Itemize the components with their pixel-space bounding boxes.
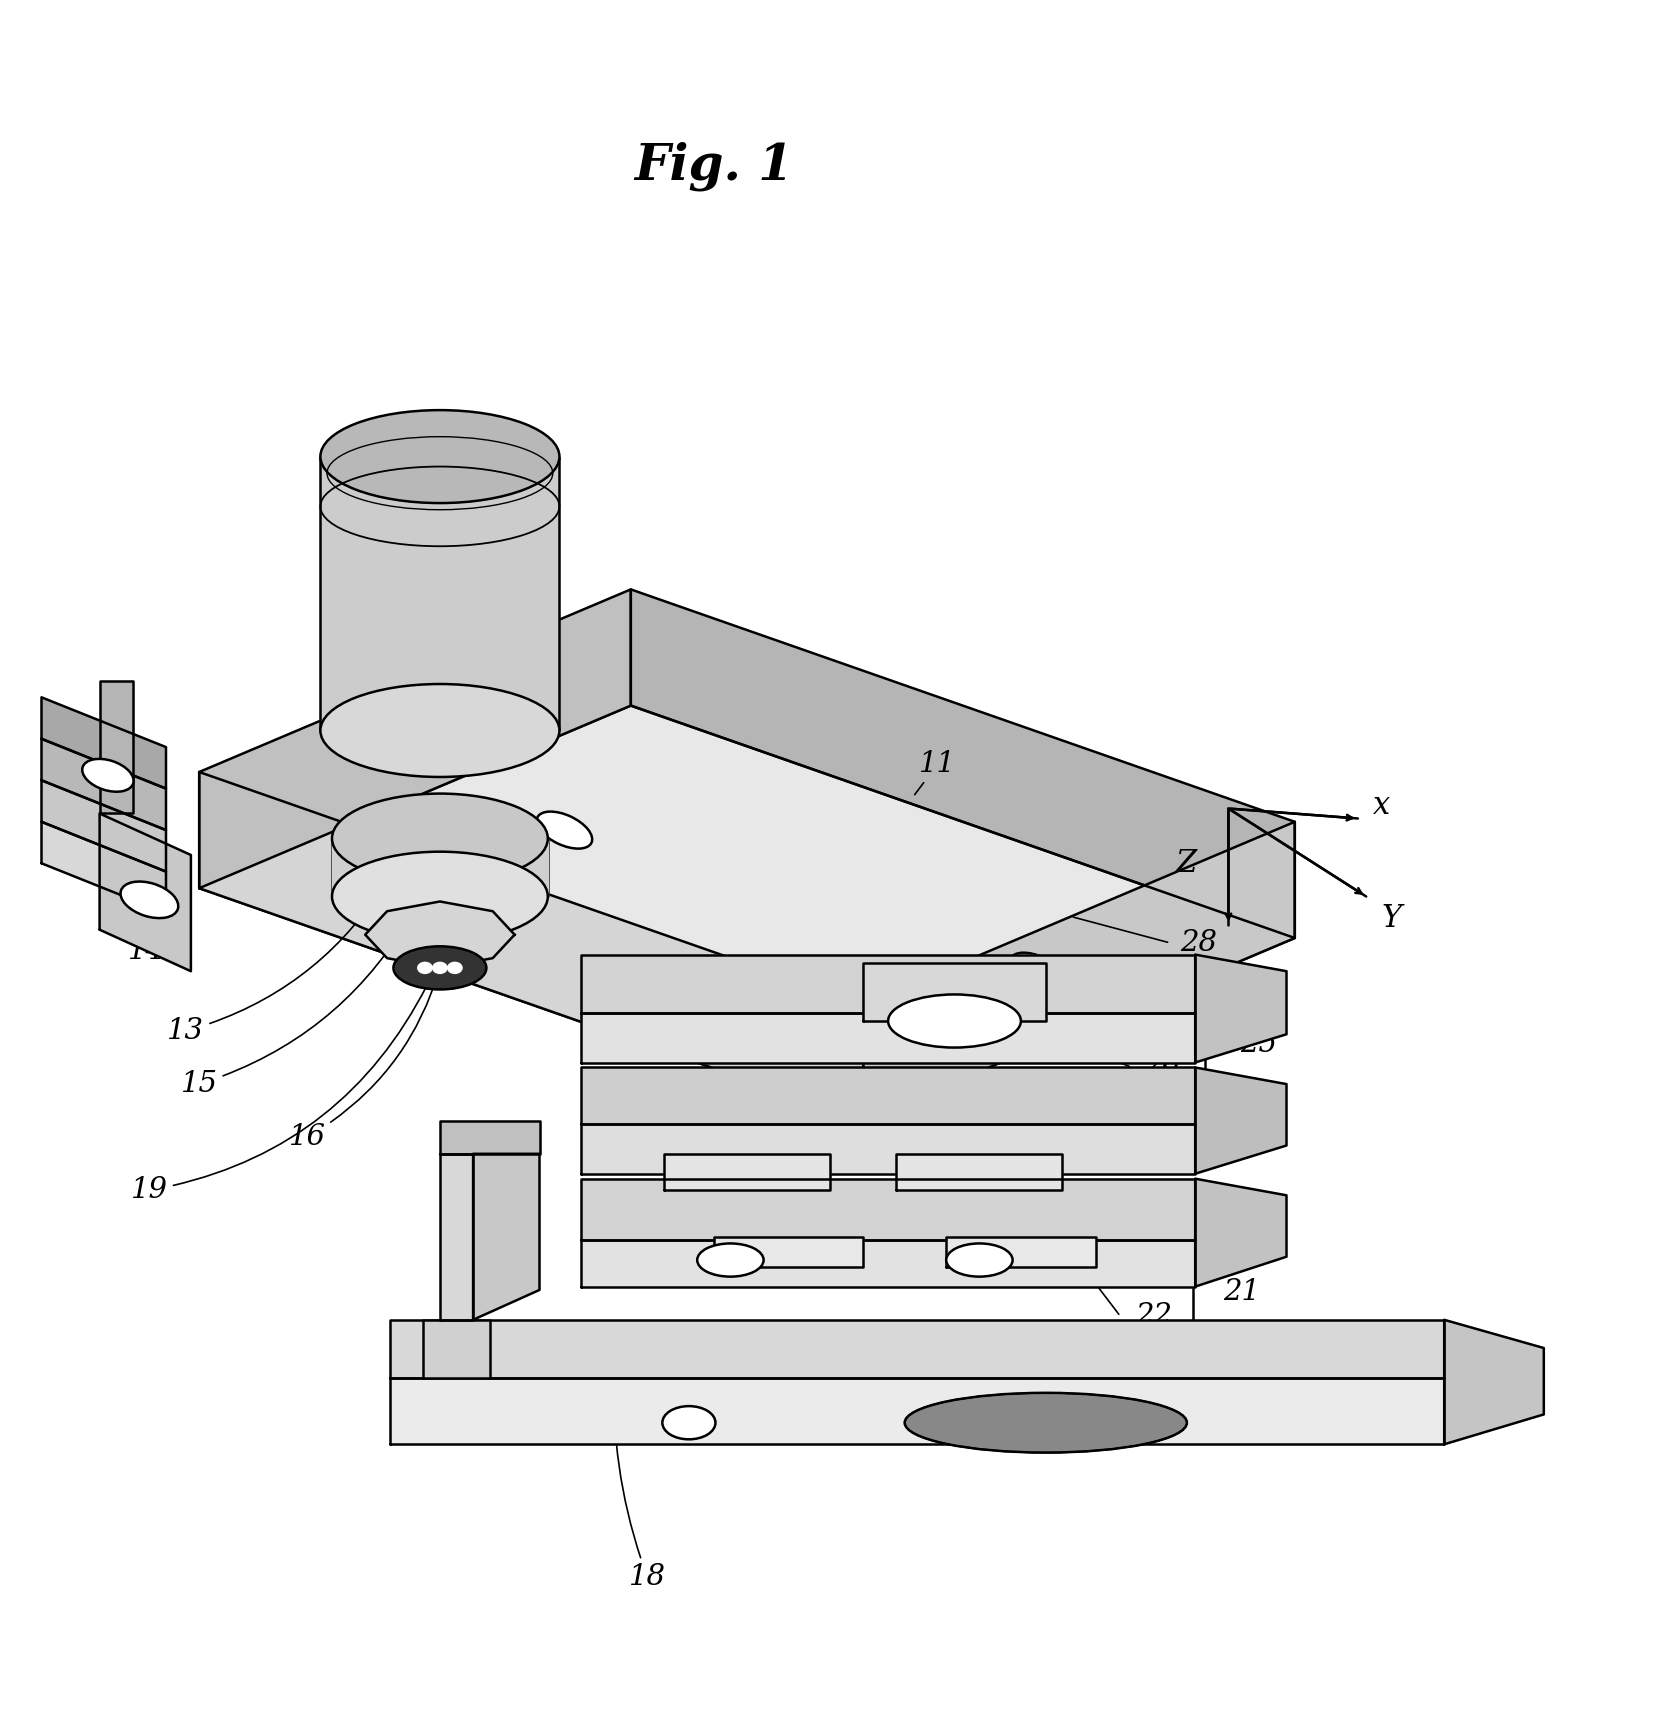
Ellipse shape [536,812,593,848]
Polygon shape [581,1067,1195,1123]
Polygon shape [390,1320,1444,1378]
Polygon shape [946,1236,1096,1267]
Ellipse shape [332,793,548,884]
Polygon shape [42,823,166,913]
Text: Z: Z [1177,848,1197,879]
Polygon shape [1195,954,1287,1062]
Text: 15: 15 [181,910,413,1098]
Text: 26: 26 [1144,1053,1180,1081]
Polygon shape [42,780,166,872]
Text: 24: 24 [1160,1147,1197,1176]
Polygon shape [199,706,1295,1120]
Polygon shape [473,1154,540,1320]
Polygon shape [332,838,548,896]
Polygon shape [100,681,133,814]
Text: 27: 27 [1144,999,1180,1026]
Polygon shape [581,954,1195,1012]
Text: 21: 21 [1223,1277,1260,1305]
Polygon shape [1195,1067,1287,1173]
Text: 13: 13 [168,877,388,1045]
Text: 14: 14 [128,899,164,964]
Ellipse shape [393,946,486,990]
Polygon shape [100,814,191,971]
Polygon shape [42,698,166,788]
Polygon shape [1195,1178,1287,1286]
Ellipse shape [946,1243,1013,1277]
Polygon shape [631,590,1295,939]
Polygon shape [365,901,515,968]
Text: Y: Y [1381,903,1401,934]
Polygon shape [1444,1320,1544,1445]
Polygon shape [199,771,863,1120]
Ellipse shape [448,963,461,973]
Ellipse shape [662,1406,715,1440]
Polygon shape [863,823,1295,1120]
Polygon shape [714,1236,863,1267]
Polygon shape [581,1240,1195,1286]
Polygon shape [863,963,1046,1021]
Polygon shape [440,1120,540,1154]
Text: 28: 28 [1180,929,1217,958]
Polygon shape [440,1154,473,1320]
Ellipse shape [320,410,559,503]
Polygon shape [320,457,559,730]
Ellipse shape [83,759,133,792]
Ellipse shape [332,852,548,941]
Ellipse shape [697,1243,764,1277]
Polygon shape [664,1154,830,1190]
Ellipse shape [433,963,447,973]
Text: 11: 11 [915,749,956,795]
Polygon shape [581,1178,1195,1240]
Text: 19: 19 [131,985,427,1204]
Ellipse shape [888,995,1021,1048]
Text: 25: 25 [1240,1029,1277,1058]
Text: x: x [1373,790,1389,821]
Polygon shape [581,1012,1195,1062]
Ellipse shape [418,963,432,973]
Text: 18: 18 [614,1373,666,1590]
Polygon shape [42,739,166,829]
Polygon shape [581,1123,1195,1173]
Text: Fig. 1: Fig. 1 [634,142,793,192]
Ellipse shape [905,1394,1187,1452]
Ellipse shape [1009,952,1066,990]
Text: 12: 12 [443,518,525,545]
Polygon shape [423,1320,490,1378]
Text: 16: 16 [289,971,440,1151]
Polygon shape [896,1154,1062,1190]
Ellipse shape [320,684,559,776]
Polygon shape [390,1378,1444,1445]
Text: 22: 22 [1135,1303,1172,1330]
Text: 23: 23 [1135,1243,1172,1271]
Ellipse shape [121,882,178,918]
Polygon shape [199,590,631,887]
